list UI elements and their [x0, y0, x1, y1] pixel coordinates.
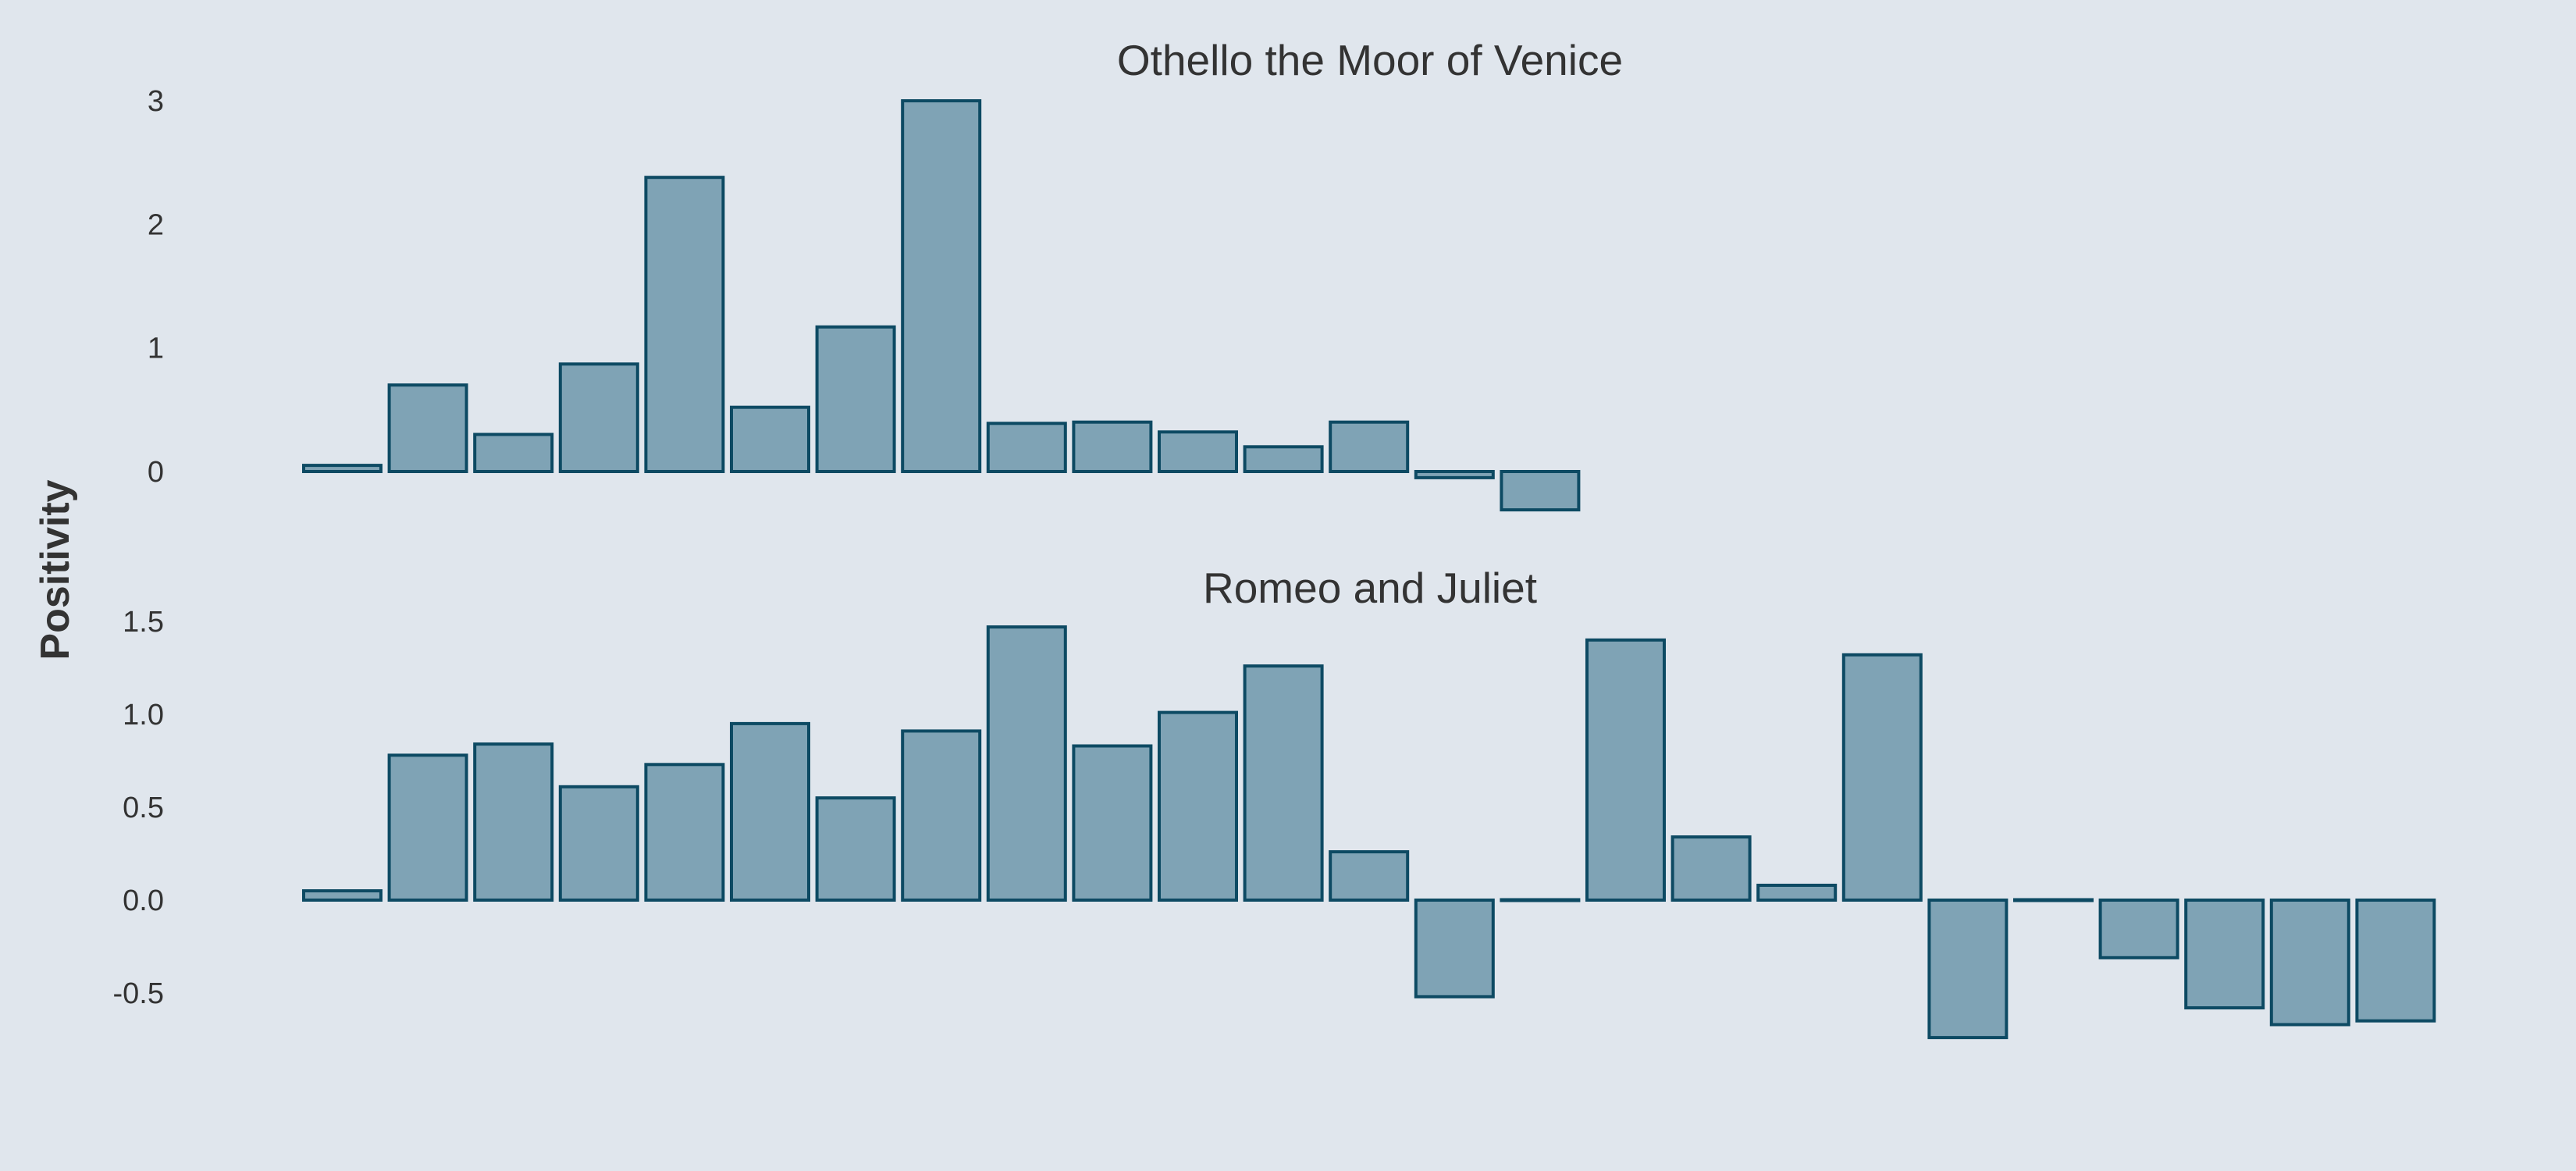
bar [473, 432, 554, 473]
bar [815, 325, 896, 473]
bar [1500, 898, 1581, 902]
bar [1414, 899, 1495, 998]
bar [1841, 653, 1923, 902]
bar [2184, 899, 2265, 1009]
bar [1585, 638, 1666, 902]
bar [2355, 899, 2436, 1023]
panel-title-romeo-juliet: Romeo and Juliet [1203, 564, 1537, 612]
bar [387, 383, 468, 474]
bar [2269, 899, 2350, 1027]
bar [558, 785, 639, 902]
y-tick-label: -0.5 [113, 977, 164, 1010]
bar [302, 889, 382, 902]
bar [302, 464, 382, 473]
y-ticks-othello: 0 1 2 3 [148, 85, 164, 489]
bar [1243, 445, 1324, 473]
y-tick-label: 3 [148, 85, 164, 118]
bar [730, 721, 810, 902]
bar [558, 362, 639, 473]
y-tick-label: 2 [148, 208, 164, 241]
bar [730, 405, 810, 474]
bar [1500, 470, 1581, 512]
y-tick-label: 0 [148, 456, 164, 489]
bar [644, 176, 725, 473]
y-ticks-romeo-juliet: -0.5 0.0 0.5 1.0 1.5 [113, 606, 164, 1010]
bar [1329, 850, 1410, 902]
bars-romeo-juliet [302, 625, 2436, 1040]
panel-romeo-juliet: Romeo and Juliet -0.5 0.0 0.5 1.0 1.5 [113, 564, 2436, 1040]
bars-othello [302, 99, 1581, 512]
bar [1158, 430, 1238, 473]
bar [644, 763, 725, 902]
bar [1927, 899, 2008, 1040]
y-tick-label: 0.0 [123, 884, 164, 917]
bar [2098, 899, 2179, 959]
bar [2013, 898, 2094, 902]
bar [815, 796, 896, 902]
bar [1414, 470, 1495, 479]
bar [986, 625, 1067, 902]
y-tick-label: 0.5 [123, 792, 164, 824]
bar [986, 422, 1067, 473]
bar [473, 742, 554, 902]
bar [1670, 835, 1752, 902]
bar [1072, 744, 1153, 902]
panel-title-othello: Othello the Moor of Venice [1117, 36, 1623, 84]
y-tick-label: 1.0 [123, 699, 164, 731]
bar [1329, 420, 1410, 474]
bar [1072, 420, 1153, 474]
y-tick-label: 1.5 [123, 606, 164, 639]
bar [387, 753, 468, 902]
bar [901, 99, 982, 473]
bar [901, 729, 982, 902]
panel-othello: Othello the Moor of Venice 0 1 2 3 [148, 36, 1623, 512]
bar [1756, 884, 1838, 902]
y-tick-label: 1 [148, 333, 164, 365]
y-axis-label: Positivity [33, 479, 78, 660]
bar [1243, 664, 1324, 902]
bar [1158, 710, 1238, 902]
